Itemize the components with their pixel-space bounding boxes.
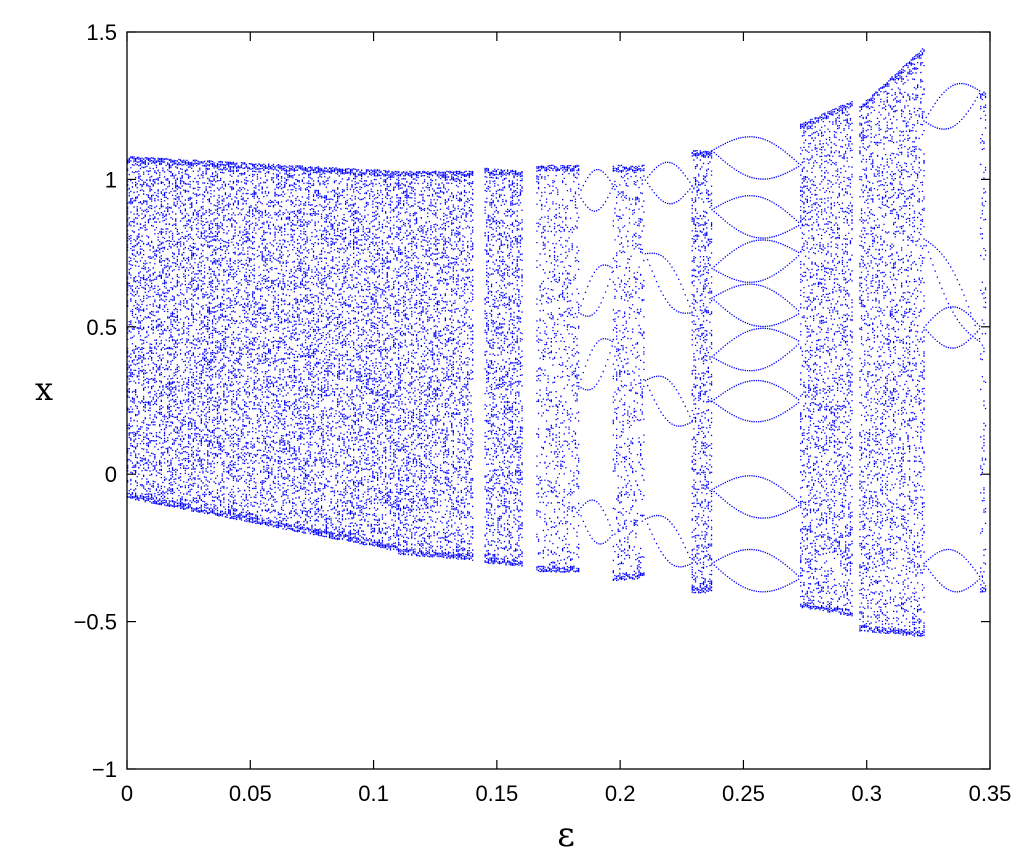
x-axis-label: ε: [557, 815, 575, 855]
y-axis-label: x: [35, 370, 53, 408]
scatter-point-cloud: [127, 48, 987, 637]
y-tick-label: 1: [105, 167, 117, 192]
y-tick-label: −1: [92, 757, 117, 782]
x-tick-label: 0.15: [475, 781, 518, 806]
plot-frame: [126, 31, 991, 770]
scatter-points: [127, 48, 987, 637]
y-tick-label: 0: [105, 462, 117, 487]
y-tick-label: 0.5: [86, 315, 117, 340]
x-tick-label: 0.05: [229, 781, 272, 806]
y-tick-label: 1.5: [86, 20, 117, 45]
x-tick-label: 0.1: [358, 781, 389, 806]
x-tick-label: 0: [121, 781, 133, 806]
x-tick-label: 0.25: [722, 781, 765, 806]
x-tick-label: 0.35: [969, 781, 1012, 806]
x-tick-label: 0.3: [851, 781, 882, 806]
axis-ticks: 0 0.05 0.1 0.15 0.2 0.25 0.3 0.35 −1 −0.5 0 0.5 1 1.5: [74, 20, 1012, 806]
x-tick-label: 0.2: [605, 781, 636, 806]
y-tick-label: −0.5: [74, 610, 117, 635]
